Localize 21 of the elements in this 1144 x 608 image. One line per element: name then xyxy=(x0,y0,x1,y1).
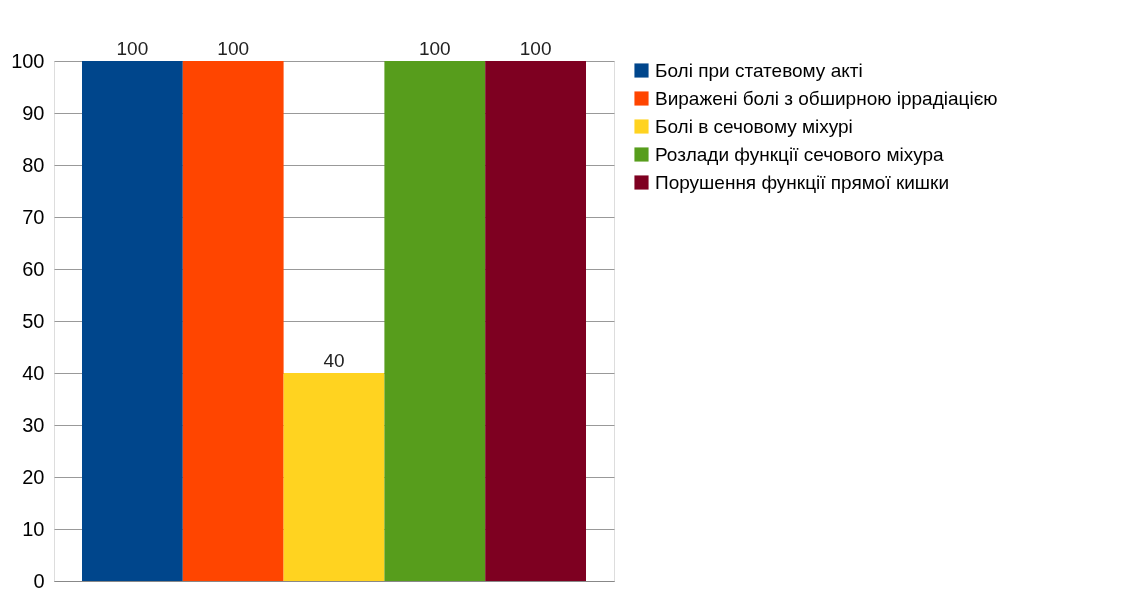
y-tick-label: 20 xyxy=(22,465,45,488)
y-tick-label: 100 xyxy=(11,49,45,72)
y-tick-label: 80 xyxy=(22,153,45,176)
y-tick-label: 50 xyxy=(22,309,45,332)
y-tick-label: 0 xyxy=(33,569,45,592)
data-label: 100 xyxy=(519,38,552,59)
y-tick-label: 10 xyxy=(22,517,45,540)
data-label: 100 xyxy=(116,38,149,59)
y-tick-label: 60 xyxy=(22,257,45,280)
data-label: 100 xyxy=(217,38,250,59)
legend-label: Болі при статевому акті xyxy=(655,59,863,81)
data-label: 40 xyxy=(323,350,345,371)
data-label: 100 xyxy=(418,38,451,59)
legend-label: Розлади функції сечового міхура xyxy=(655,143,945,165)
legend-label: Виражені болі з обширною іррадіацією xyxy=(655,87,998,109)
legend-label: Порушення функції прямої кишки xyxy=(655,171,950,193)
y-tick-label: 30 xyxy=(22,413,45,436)
y-tick-label: 70 xyxy=(22,205,45,228)
y-tick-label: 90 xyxy=(22,101,45,124)
legend-label: Болі в сечовому міхурі xyxy=(655,115,853,137)
y-tick-label: 40 xyxy=(22,361,45,384)
